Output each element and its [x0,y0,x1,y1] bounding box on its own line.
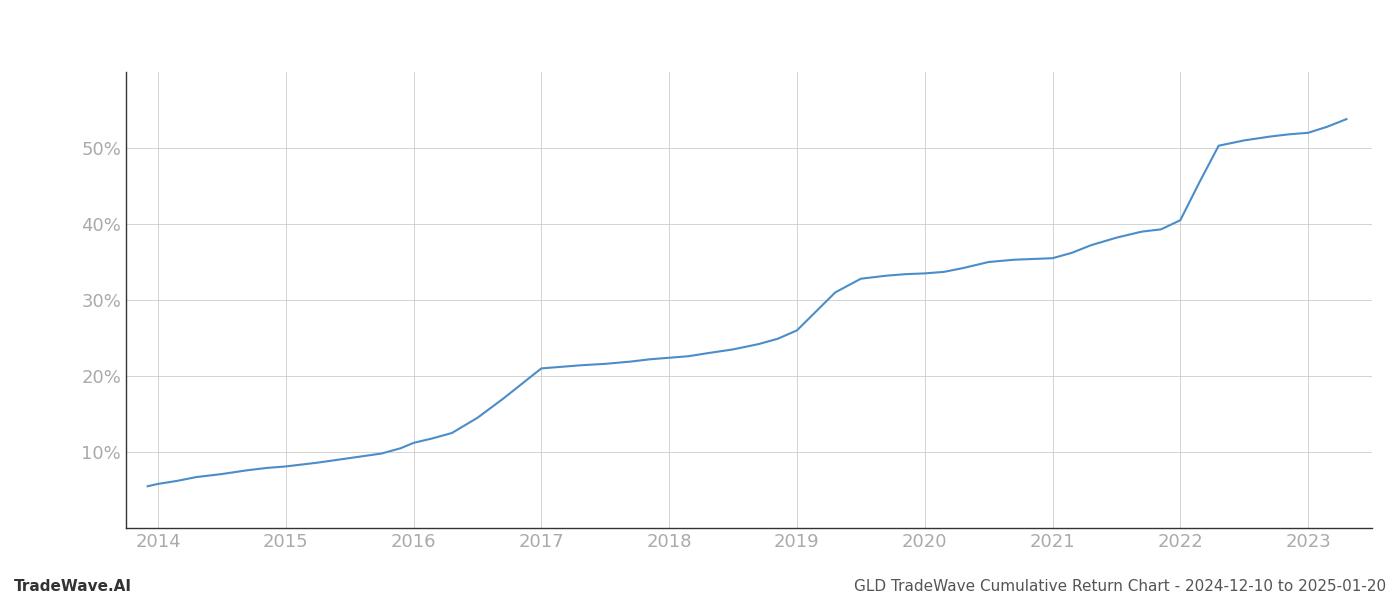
Text: TradeWave.AI: TradeWave.AI [14,579,132,594]
Text: GLD TradeWave Cumulative Return Chart - 2024-12-10 to 2025-01-20: GLD TradeWave Cumulative Return Chart - … [854,579,1386,594]
